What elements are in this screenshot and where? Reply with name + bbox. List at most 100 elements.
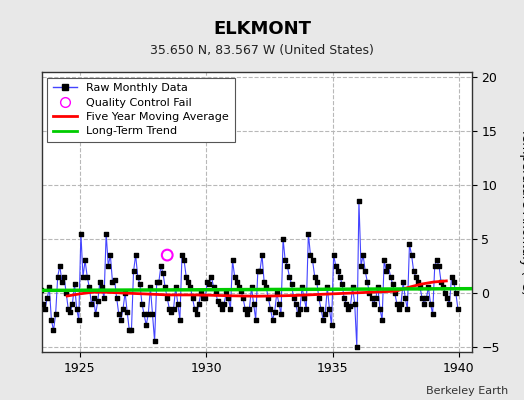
Point [361, 268, 369, 274]
Point [332, 263, 340, 269]
Point [212, 290, 220, 296]
Point [148, 311, 157, 318]
Point [140, 311, 148, 318]
Point [264, 295, 272, 301]
Point [359, 252, 367, 258]
Point [258, 252, 266, 258]
Point [382, 268, 390, 274]
Point [194, 300, 203, 307]
Point [32, 302, 41, 309]
Point [388, 281, 397, 287]
Point [127, 327, 136, 334]
Point [81, 257, 89, 264]
Point [102, 230, 111, 237]
Point [313, 279, 321, 285]
Point [68, 300, 77, 307]
Point [334, 268, 342, 274]
Y-axis label: Temperature Anomaly (°C): Temperature Anomaly (°C) [519, 128, 524, 296]
Point [353, 344, 361, 350]
Point [199, 295, 208, 301]
Point [74, 316, 83, 323]
Point [422, 295, 431, 301]
Point [429, 311, 437, 318]
Point [309, 257, 317, 264]
Point [285, 274, 293, 280]
Point [136, 281, 144, 287]
Point [390, 290, 399, 296]
Point [192, 311, 201, 318]
Point [249, 300, 258, 307]
Point [439, 284, 447, 290]
Point [144, 311, 152, 318]
Point [92, 311, 100, 318]
Point [104, 263, 113, 269]
Point [205, 281, 214, 287]
Point [233, 279, 241, 285]
Point [64, 306, 72, 312]
Text: ELKMONT: ELKMONT [213, 20, 311, 38]
Point [45, 284, 53, 290]
Point [380, 257, 388, 264]
Point [392, 300, 401, 307]
Point [117, 316, 125, 323]
Point [161, 284, 169, 290]
Point [348, 284, 357, 290]
Point [89, 295, 97, 301]
Point [241, 306, 249, 312]
Point [414, 279, 422, 285]
Point [188, 295, 196, 301]
Point [159, 270, 167, 276]
Point [155, 279, 163, 285]
Point [367, 295, 376, 301]
Point [231, 274, 239, 280]
Text: Berkeley Earth: Berkeley Earth [426, 386, 508, 396]
Point [157, 263, 165, 269]
Point [363, 279, 372, 285]
Point [260, 279, 268, 285]
Point [277, 311, 285, 318]
Point [208, 274, 216, 280]
Point [452, 290, 460, 296]
Point [184, 279, 192, 285]
Point [173, 300, 182, 307]
Point [77, 230, 85, 237]
Point [395, 306, 403, 312]
Point [447, 274, 456, 280]
Point [420, 300, 429, 307]
Point [186, 284, 194, 290]
Point [272, 290, 281, 296]
Point [351, 300, 359, 307]
Point [169, 306, 178, 312]
Point [279, 236, 287, 242]
Point [108, 279, 117, 285]
Point [134, 274, 142, 280]
Point [411, 274, 420, 280]
Point [30, 270, 39, 276]
Point [226, 306, 235, 312]
Point [224, 295, 233, 301]
Point [365, 290, 374, 296]
Point [372, 295, 380, 301]
Point [190, 306, 199, 312]
Point [72, 306, 81, 312]
Point [252, 316, 260, 323]
Point [443, 295, 452, 301]
Point [376, 306, 384, 312]
Point [355, 198, 363, 204]
Point [291, 300, 300, 307]
Point [296, 306, 304, 312]
Point [94, 298, 102, 304]
Point [386, 274, 395, 280]
Point [338, 281, 346, 287]
Point [163, 295, 171, 301]
Point [293, 311, 302, 318]
Point [298, 284, 306, 290]
Point [70, 281, 79, 287]
Point [182, 274, 190, 280]
Point [56, 263, 64, 269]
Point [268, 316, 277, 323]
Point [85, 284, 93, 290]
Point [119, 306, 127, 312]
Point [66, 309, 74, 315]
Point [336, 274, 344, 280]
